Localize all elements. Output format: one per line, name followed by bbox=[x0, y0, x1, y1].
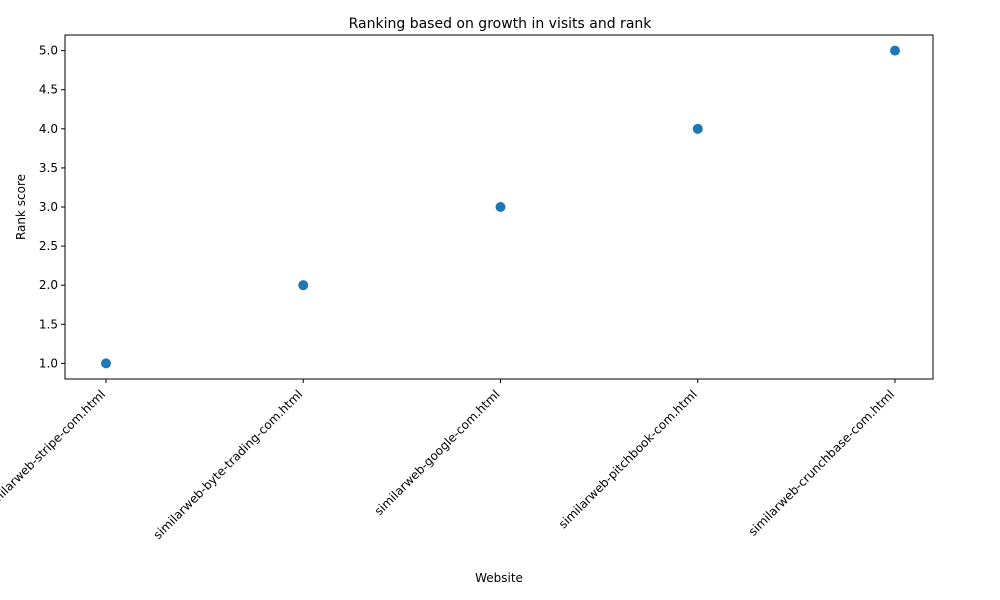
x-axis-title: Website bbox=[475, 571, 523, 585]
y-tick-label: 1.5 bbox=[39, 317, 58, 331]
data-point bbox=[101, 358, 111, 369]
y-tick-label: 4.5 bbox=[39, 83, 58, 97]
data-point bbox=[890, 45, 900, 56]
y-tick-label: 4.0 bbox=[39, 122, 58, 136]
x-tick-label: similarweb-stripe-com.html bbox=[0, 387, 108, 513]
x-tick-label: similarweb-byte-trading-com.html bbox=[151, 387, 306, 542]
y-tick-label: 1.0 bbox=[39, 356, 58, 370]
y-tick-label: 3.5 bbox=[39, 161, 58, 175]
x-tick-label: similarweb-pitchbook-com.html bbox=[556, 387, 700, 531]
x-axis: similarweb-stripe-com.html similarweb-byt… bbox=[0, 379, 897, 542]
y-tick-label: 2.0 bbox=[39, 278, 58, 292]
y-tick-label: 5.0 bbox=[39, 44, 58, 58]
x-tick-label: similarweb-google-com.html bbox=[372, 387, 503, 518]
y-axis: 1.0 1.5 2.0 2.5 3.0 3.5 4.0 4.5 5.0 bbox=[39, 44, 65, 370]
chart-title: Ranking based on growth in visits and ra… bbox=[349, 16, 653, 32]
data-point bbox=[298, 280, 309, 291]
data-point bbox=[692, 123, 703, 134]
data-point bbox=[495, 202, 506, 212]
y-tick-label: 3.0 bbox=[39, 200, 58, 214]
y-axis-title: Rank score bbox=[14, 174, 28, 240]
y-tick-label: 2.5 bbox=[39, 239, 58, 253]
x-tick-label: similarweb-crunchbase-com.html bbox=[746, 387, 897, 538]
data-points bbox=[101, 45, 900, 369]
